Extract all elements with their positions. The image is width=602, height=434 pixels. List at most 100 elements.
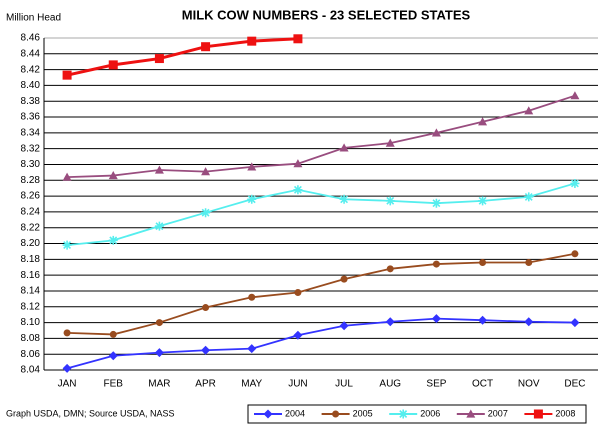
y-tick-label: 8.18 [21, 254, 41, 265]
marker [62, 240, 72, 250]
y-tick-label: 8.16 [21, 270, 41, 281]
marker [571, 250, 579, 258]
marker [248, 293, 256, 301]
y-tick-label: 8.24 [21, 207, 41, 218]
x-tick-label: NOV [518, 379, 540, 390]
marker [154, 348, 164, 358]
marker [293, 185, 303, 195]
y-tick-label: 8.26 [21, 191, 41, 202]
marker [109, 330, 117, 338]
x-tick-label: FEB [104, 379, 124, 390]
series-line [67, 94, 576, 179]
y-tick-label: 8.22 [21, 222, 41, 233]
x-tick-label: APR [195, 379, 216, 390]
marker [247, 36, 257, 46]
x-tick-label: AUG [379, 379, 401, 390]
marker [398, 409, 408, 419]
marker [293, 34, 303, 44]
marker [533, 409, 543, 419]
marker [202, 304, 210, 312]
marker [155, 319, 163, 327]
series-line [67, 252, 576, 336]
y-tick-label: 8.08 [21, 333, 41, 344]
y-tick-label: 8.10 [21, 317, 41, 328]
marker [570, 318, 580, 328]
legend-label: 2004 [285, 408, 305, 418]
marker [478, 315, 488, 325]
y-tick-label: 8.34 [21, 127, 41, 138]
marker [108, 235, 118, 245]
marker [570, 178, 580, 188]
marker [332, 410, 340, 418]
source-note: Graph USDA, DMN; Source USDA, NASS [6, 408, 175, 418]
y-tick-label: 8.14 [21, 286, 41, 297]
marker [524, 317, 534, 327]
marker [386, 265, 394, 273]
marker [478, 196, 488, 206]
marker [201, 345, 211, 355]
y-tick-label: 8.38 [21, 96, 41, 107]
marker [431, 314, 441, 324]
chart-title: MILK COW NUMBERS - 23 SELECTED STATES [182, 7, 471, 22]
y-tick-label: 8.20 [21, 238, 41, 249]
legend-label: 2006 [420, 408, 440, 418]
marker [340, 275, 348, 283]
y-tick-label: 8.46 [21, 33, 41, 44]
marker [108, 351, 118, 361]
x-tick-label: SEP [426, 379, 446, 390]
marker [154, 165, 164, 174]
marker [570, 91, 580, 100]
marker [432, 260, 440, 268]
marker [466, 409, 476, 418]
y-tick-label: 8.06 [21, 349, 41, 360]
x-tick-label: JUL [335, 379, 353, 390]
marker [108, 171, 118, 180]
marker [62, 172, 72, 181]
y-axis-label: Million Head [6, 13, 61, 24]
marker [524, 106, 534, 115]
marker [294, 289, 302, 297]
marker [293, 330, 303, 340]
y-tick-label: 8.44 [21, 48, 41, 59]
y-tick-label: 8.04 [21, 365, 41, 376]
y-tick-label: 8.12 [21, 301, 41, 312]
x-tick-label: JAN [58, 379, 77, 390]
marker [339, 321, 349, 331]
marker [293, 159, 303, 168]
marker [154, 221, 164, 231]
marker [154, 54, 164, 64]
marker [247, 194, 257, 204]
marker [339, 143, 349, 152]
marker [247, 162, 257, 171]
marker [524, 192, 534, 202]
x-tick-label: DEC [564, 379, 585, 390]
marker [478, 117, 488, 126]
marker [479, 258, 487, 266]
legend-label: 2008 [555, 408, 575, 418]
marker [431, 128, 441, 137]
y-tick-label: 8.32 [21, 143, 41, 154]
marker [385, 138, 395, 147]
series-line [66, 182, 576, 247]
marker [62, 363, 72, 373]
series-line [66, 37, 298, 77]
x-tick-label: OCT [472, 379, 493, 390]
x-tick-label: JUN [288, 379, 307, 390]
marker [201, 167, 211, 176]
series-line [66, 317, 575, 370]
y-tick-label: 8.28 [21, 175, 41, 186]
marker [201, 42, 211, 52]
marker [339, 194, 349, 204]
marker [385, 196, 395, 206]
marker [525, 258, 533, 266]
marker [431, 198, 441, 208]
legend-label: 2005 [353, 408, 373, 418]
y-tick-label: 8.36 [21, 112, 41, 123]
marker [385, 317, 395, 327]
y-tick-label: 8.40 [21, 80, 41, 91]
x-tick-label: MAY [241, 379, 262, 390]
marker [263, 409, 273, 419]
legend-label: 2007 [488, 408, 508, 418]
marker [63, 329, 71, 337]
